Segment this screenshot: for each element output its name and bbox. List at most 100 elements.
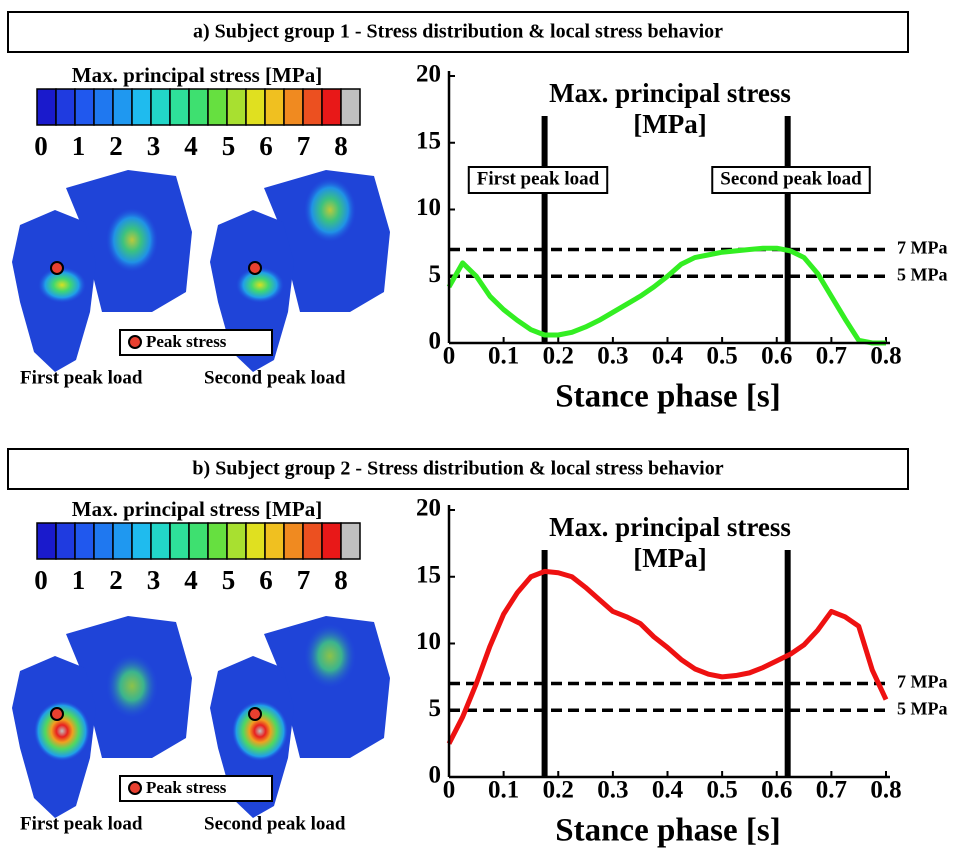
colorbar-tick-label: 2	[109, 565, 123, 595]
x-tick-label: 0.6	[761, 777, 792, 804]
colorbar-tick-label: 1	[72, 565, 86, 595]
colorbar-tick-label: 4	[184, 131, 198, 161]
x-axis-label: Stance phase [s]	[555, 379, 781, 415]
stress-region	[106, 654, 158, 718]
colorbar-swatch	[207, 88, 228, 126]
vertical-line-label: First peak load	[477, 168, 600, 189]
colorbar-swatch	[131, 522, 152, 560]
panel-title-box	[7, 11, 909, 53]
legend-label: Peak stress	[146, 778, 227, 797]
colorbar-tick-label: 6	[259, 565, 273, 595]
colorbar-swatch	[36, 522, 57, 560]
colorbar-tick-label: 7	[297, 565, 311, 595]
legend-label: Peak stress	[146, 332, 227, 351]
x-tick-label: 0.4	[652, 343, 684, 370]
colorbar-swatch	[264, 88, 285, 126]
peak-stress-marker	[50, 261, 64, 275]
colorbar-swatch	[245, 88, 266, 126]
colorbar-swatch	[207, 522, 228, 560]
colorbar-swatch	[283, 88, 304, 126]
colorbar-swatch	[74, 522, 95, 560]
colorbar-swatch	[169, 88, 190, 126]
caption: First peak load	[20, 367, 143, 388]
x-axis-label: Stance phase [s]	[555, 813, 781, 848]
stress-region	[304, 178, 356, 242]
y-tick-label: 15	[416, 127, 441, 154]
colorbar-tick-label: 4	[184, 565, 198, 595]
colorbar-tick-label: 8	[334, 565, 348, 595]
colorbar-swatch	[226, 522, 247, 560]
colorbar-tick-label: 0	[34, 131, 48, 161]
chart-title: Max. principal stress	[549, 78, 791, 108]
x-tick-label: 0.7	[816, 343, 847, 370]
colorbar-swatch	[340, 522, 361, 560]
reference-label: 7 MPa	[897, 672, 947, 692]
colorbar-swatch	[302, 522, 323, 560]
y-tick-label: 0	[429, 328, 442, 355]
colorbar-swatch	[150, 88, 171, 126]
series-line	[446, 245, 886, 346]
stress-region	[304, 624, 356, 688]
colorbar-swatch	[131, 88, 152, 126]
colorbar-swatch	[169, 522, 190, 560]
reference-label: 5 MPa	[897, 264, 947, 284]
colorbar-tick-label: 7	[297, 131, 311, 161]
caption: First peak load	[20, 813, 143, 834]
x-tick-label: 0.7	[816, 777, 847, 804]
colorbar-swatch	[340, 88, 361, 126]
colorbar-swatch	[321, 522, 342, 560]
legend-box	[119, 329, 273, 356]
x-tick-label: 0.8	[870, 343, 901, 370]
panel-title: b) Subject group 2 - Stress distribution…	[192, 458, 723, 480]
peak-stress-marker	[50, 707, 64, 721]
colorbar-tick-label: 1	[72, 131, 86, 161]
y-tick-label: 20	[416, 495, 441, 522]
y-tick-label: 0	[429, 762, 442, 789]
y-tick-label: 15	[416, 561, 441, 588]
colorbar-swatch	[55, 522, 76, 560]
colorbar-tick-label: 5	[222, 565, 236, 595]
y-tick-label: 5	[429, 261, 442, 288]
legend-marker	[128, 335, 142, 349]
legend-marker	[128, 781, 142, 795]
colorbar-swatch	[188, 522, 209, 560]
colorbar-swatch	[93, 522, 114, 560]
x-tick-label: 0.1	[488, 777, 519, 804]
colorbar-title: Max. principal stress [MPa]	[72, 63, 322, 87]
stress-region	[106, 208, 158, 272]
colorbar-swatch	[55, 88, 76, 126]
stress-region	[232, 701, 288, 761]
colorbar-title: Max. principal stress [MPa]	[72, 497, 322, 521]
colorbar-tick-label: 6	[259, 131, 273, 161]
reference-label: 7 MPa	[897, 238, 947, 258]
x-tick-label: 0.3	[597, 777, 628, 804]
colorbar-swatch	[93, 88, 114, 126]
reference-label: 5 MPa	[897, 698, 947, 718]
peak-stress-marker	[248, 261, 262, 275]
chart-title: Max. principal stress	[549, 512, 791, 542]
colorbar-swatch	[74, 88, 95, 126]
x-tick-label: 0.3	[597, 343, 628, 370]
panel-title: a) Subject group 1 - Stress distribution…	[193, 21, 723, 43]
colorbar-swatch	[283, 522, 304, 560]
x-tick-label: 0.5	[707, 777, 738, 804]
stress-region	[236, 267, 284, 303]
colorbar-swatch	[188, 88, 209, 126]
colorbar-swatch	[226, 88, 247, 126]
colorbar-swatch	[36, 88, 57, 126]
series-line	[446, 568, 889, 745]
x-tick-label: 0	[443, 343, 456, 370]
stress-region	[38, 267, 86, 303]
x-tick-label: 0.4	[652, 777, 684, 804]
x-tick-label: 0.6	[761, 343, 792, 370]
colorbar-tick-label: 3	[147, 565, 161, 595]
y-tick-label: 10	[416, 194, 441, 221]
y-tick-label: 20	[416, 61, 441, 88]
colorbar-swatch	[150, 522, 171, 560]
colorbar-tick-label: 5	[222, 131, 236, 161]
chart-title: [MPa]	[633, 109, 706, 139]
legend-box	[119, 775, 273, 802]
stress-region	[34, 701, 90, 761]
x-tick-label: 0.1	[488, 343, 519, 370]
